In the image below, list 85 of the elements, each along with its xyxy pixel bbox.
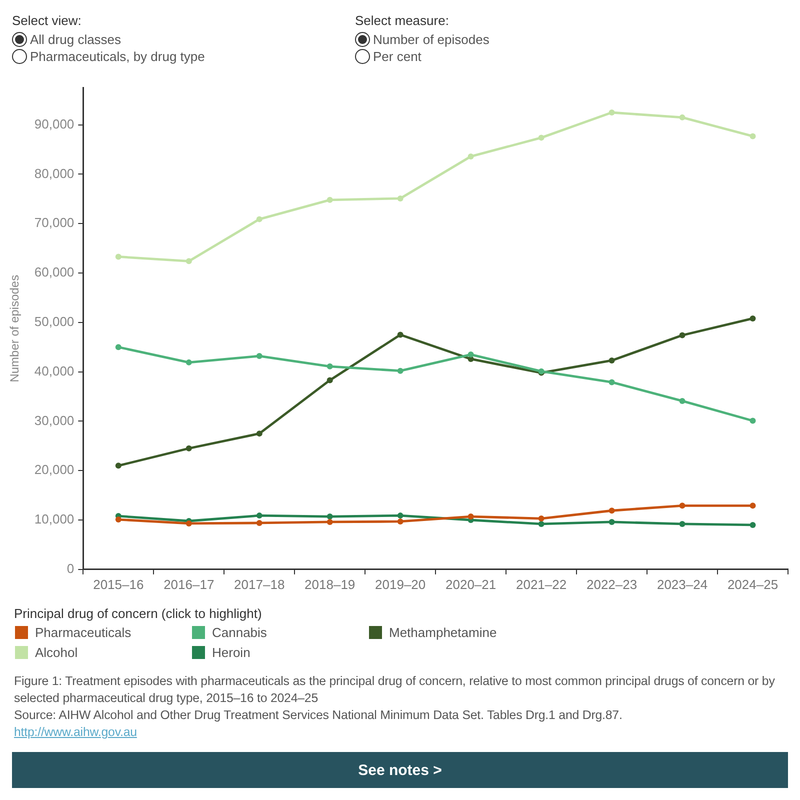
radio-button[interactable] bbox=[355, 32, 370, 47]
y-tick-label: 80,000 bbox=[34, 166, 74, 181]
point bbox=[397, 195, 404, 202]
point bbox=[538, 516, 544, 522]
point bbox=[468, 514, 474, 520]
y-tick-label: 0 bbox=[66, 560, 74, 576]
point bbox=[397, 518, 404, 524]
point bbox=[608, 508, 615, 514]
point bbox=[256, 353, 262, 360]
point bbox=[679, 398, 686, 404]
point bbox=[326, 377, 333, 384]
point bbox=[750, 133, 756, 140]
point bbox=[186, 445, 192, 452]
point bbox=[326, 196, 333, 203]
text: Pharmaceuticals, by drug type bbox=[30, 49, 205, 64]
point bbox=[326, 514, 333, 520]
text: Number of episodes bbox=[373, 32, 490, 47]
x-tick-label: 2021–22 bbox=[516, 576, 567, 592]
point bbox=[608, 110, 615, 116]
point bbox=[679, 114, 686, 120]
point bbox=[256, 430, 262, 437]
point bbox=[679, 332, 686, 338]
point bbox=[608, 357, 615, 364]
y-tick-label: 50,000 bbox=[34, 314, 74, 330]
text: All drug classes bbox=[30, 32, 122, 47]
legend-label: Methamphetamine bbox=[389, 625, 497, 640]
point bbox=[115, 462, 122, 469]
text: Select measure: bbox=[355, 13, 450, 28]
point bbox=[608, 518, 615, 525]
x-tick-label: 2024–25 bbox=[727, 576, 778, 592]
point bbox=[115, 254, 122, 260]
text: Select view: bbox=[12, 13, 82, 28]
point bbox=[186, 520, 192, 526]
point bbox=[115, 516, 122, 523]
x-tick-label: 2017–18 bbox=[234, 576, 285, 592]
point bbox=[750, 315, 756, 322]
point bbox=[115, 344, 122, 350]
radio-button[interactable] bbox=[12, 49, 27, 64]
legend-label: Cannabis bbox=[212, 625, 267, 640]
x-tick-label: 2022–23 bbox=[586, 576, 638, 592]
point bbox=[750, 418, 756, 424]
radio-button[interactable] bbox=[12, 32, 27, 47]
point bbox=[397, 332, 404, 338]
y-tick-label: 40,000 bbox=[34, 363, 74, 378]
x-tick-label: 2015–16 bbox=[93, 576, 144, 592]
x-tick-label: 2016–17 bbox=[164, 576, 214, 592]
point bbox=[468, 352, 474, 358]
point bbox=[397, 512, 404, 519]
point bbox=[750, 522, 756, 528]
y-axis-title: Number of episodes bbox=[8, 274, 22, 382]
see-notes-button[interactable]: See notes > bbox=[12, 752, 788, 788]
y-tick-label: 60,000 bbox=[34, 264, 74, 280]
x-tick-label: 2023–24 bbox=[656, 576, 708, 592]
source-note: Source: AIHW Alcohol and Other Drug Treatment Services National Minimum Data Set. Tables Drg.1 and Drg.87. bbox=[14, 707, 624, 724]
point bbox=[326, 363, 333, 370]
point bbox=[397, 368, 404, 374]
point bbox=[679, 502, 686, 509]
point bbox=[256, 520, 262, 526]
y-tick-label: 10,000 bbox=[34, 512, 74, 527]
radio-button[interactable] bbox=[355, 49, 370, 64]
legend-label: Alcohol bbox=[35, 645, 78, 660]
y-tick-label: 30,000 bbox=[34, 412, 74, 428]
y-tick-label: 90,000 bbox=[34, 116, 74, 132]
point bbox=[256, 512, 262, 519]
caption: Figure 1: Treatment episodes with pharmaceuticals as the principal drug of concern, relative to most common principal drugs of concern or by selected pharmaceutical drug type, 2015–16 to 2024–25 bbox=[14, 673, 776, 707]
point bbox=[468, 153, 474, 160]
y-tick-label: 70,000 bbox=[34, 215, 74, 230]
point bbox=[679, 520, 686, 527]
legend-label: Pharmaceuticals bbox=[35, 625, 132, 640]
legend-label: Heroin bbox=[212, 645, 250, 660]
text: Per cent bbox=[373, 49, 422, 64]
legend-title: Principal drug of concern (click to highlight) bbox=[14, 606, 263, 621]
text: http://www.aihw.gov.au bbox=[14, 724, 137, 741]
x-tick-label: 2018–19 bbox=[304, 576, 356, 592]
point bbox=[538, 520, 544, 527]
point bbox=[538, 134, 544, 141]
x-tick-label: 2020–21 bbox=[446, 576, 496, 592]
point bbox=[326, 518, 333, 525]
point bbox=[608, 379, 615, 386]
point bbox=[256, 216, 262, 222]
point bbox=[186, 359, 192, 366]
point bbox=[186, 258, 192, 264]
point bbox=[750, 502, 756, 509]
y-tick-label: 20,000 bbox=[34, 462, 74, 478]
x-tick-label: 2019–20 bbox=[375, 576, 426, 592]
